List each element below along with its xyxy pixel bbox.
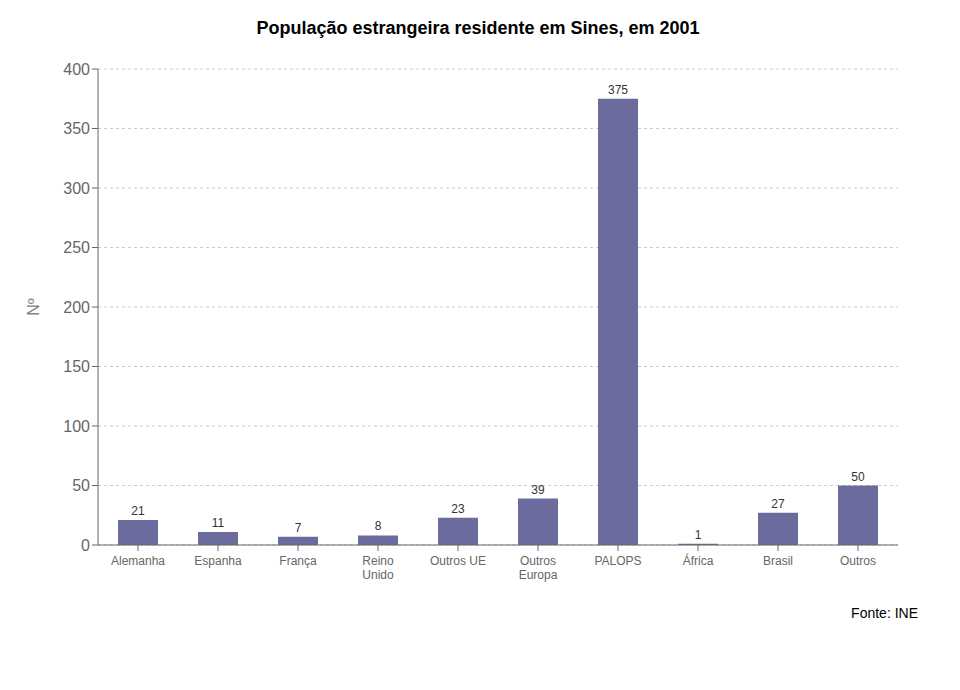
svg-text:Nº: Nº <box>25 298 42 316</box>
svg-text:23: 23 <box>451 502 465 516</box>
svg-text:8: 8 <box>375 519 382 533</box>
svg-text:39: 39 <box>531 483 545 497</box>
svg-text:ReinoUnido: ReinoUnido <box>362 554 394 582</box>
svg-text:50: 50 <box>851 470 865 484</box>
svg-text:PALOPS: PALOPS <box>594 554 641 568</box>
svg-text:150: 150 <box>63 358 90 375</box>
svg-text:Alemanha: Alemanha <box>111 554 165 568</box>
html-text:Fonte: INE: Fonte: INE <box>851 605 918 621</box>
svg-text:200: 200 <box>63 299 90 316</box>
svg-text:7: 7 <box>295 521 302 535</box>
svg-text:100: 100 <box>63 418 90 435</box>
svg-text:300: 300 <box>63 180 90 197</box>
svg-text:50: 50 <box>72 477 90 494</box>
svg-text:França: França <box>279 554 317 568</box>
svg-text:0: 0 <box>81 537 90 554</box>
svg-text:Outros: Outros <box>840 554 876 568</box>
svg-text:21: 21 <box>131 504 145 518</box>
html-text:População estrangeira resident: População estrangeira residente em Sines… <box>256 18 700 38</box>
svg-text:1: 1 <box>695 528 702 542</box>
svg-text:Espanha: Espanha <box>194 554 242 568</box>
svg-text:11: 11 <box>212 516 225 530</box>
svg-text:África: África <box>683 553 714 568</box>
svg-text:Brasil: Brasil <box>763 554 793 568</box>
svg-text:250: 250 <box>63 239 90 256</box>
svg-text:400: 400 <box>63 61 90 78</box>
svg-text:350: 350 <box>63 120 90 137</box>
svg-text:375: 375 <box>608 83 628 97</box>
svg-text:Outros UE: Outros UE <box>430 554 486 568</box>
svg-text:OutrosEuropa: OutrosEuropa <box>519 554 558 582</box>
svg-text:27: 27 <box>771 497 785 511</box>
